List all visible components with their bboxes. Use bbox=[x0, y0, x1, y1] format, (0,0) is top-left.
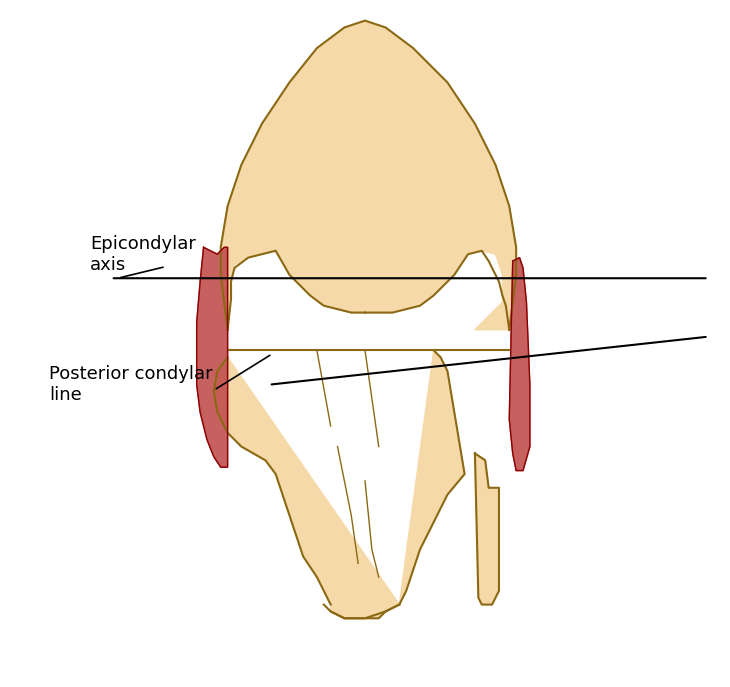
Polygon shape bbox=[475, 453, 499, 605]
Polygon shape bbox=[510, 258, 530, 471]
Text: Epicondylar
axis: Epicondylar axis bbox=[91, 235, 196, 273]
Polygon shape bbox=[214, 350, 464, 618]
Polygon shape bbox=[196, 247, 228, 467]
Polygon shape bbox=[220, 21, 516, 330]
Text: Posterior condylar
line: Posterior condylar line bbox=[49, 365, 212, 404]
